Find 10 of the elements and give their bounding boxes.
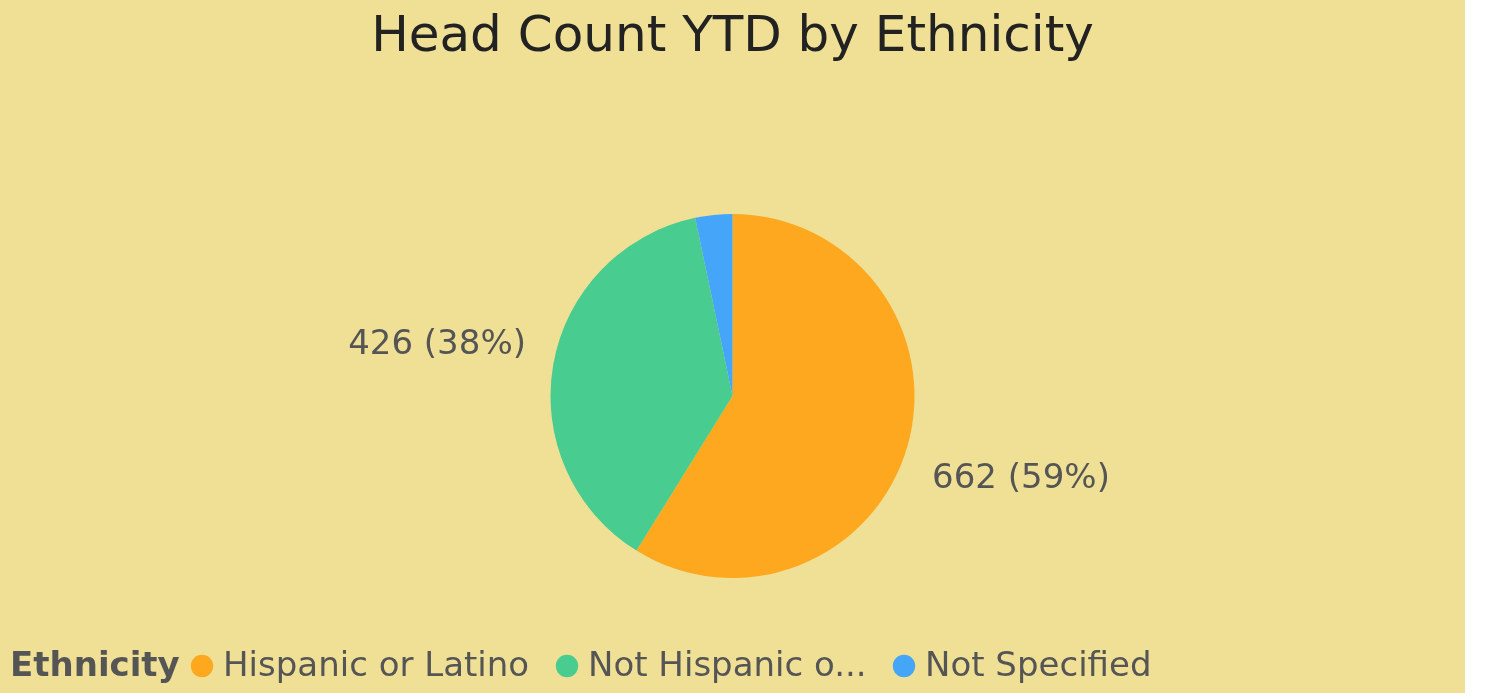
data-label: 426 (38%) — [348, 321, 526, 362]
chart-title: Head Count YTD by Ethnicity — [371, 4, 1094, 63]
legend-label: Not Hispanic o... — [588, 644, 867, 684]
legend-title: Ethnicity — [10, 644, 180, 684]
pie-slice — [550, 217, 733, 551]
pie-slice — [636, 214, 915, 578]
pie-slice — [695, 214, 733, 396]
data-label: 662 (59%) — [932, 456, 1110, 497]
legend-label: Not Specified — [925, 644, 1152, 684]
legend-label: Hispanic or Latino — [223, 644, 530, 684]
